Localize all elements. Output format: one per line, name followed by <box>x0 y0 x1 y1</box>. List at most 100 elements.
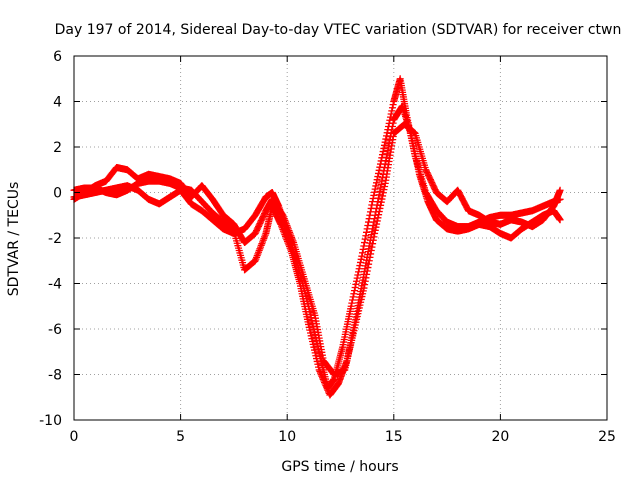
data-point <box>388 123 396 131</box>
data-point <box>354 271 362 279</box>
x-tick-label: 25 <box>598 429 616 445</box>
data-point <box>318 372 326 380</box>
data-point <box>364 264 372 272</box>
data-point <box>363 270 371 278</box>
data-point <box>365 257 373 265</box>
data-point <box>380 141 388 149</box>
data-point <box>354 268 362 276</box>
data-point <box>362 232 370 240</box>
data-point <box>352 277 360 285</box>
data-point <box>379 148 387 156</box>
data-points <box>70 75 564 399</box>
series-track-c <box>70 120 564 378</box>
data-point <box>361 235 369 243</box>
data-point <box>350 290 358 298</box>
data-point <box>322 382 330 390</box>
data-point <box>369 236 377 244</box>
data-point <box>360 284 368 292</box>
x-tick-label: 5 <box>176 429 185 445</box>
data-point <box>319 375 327 383</box>
data-point <box>323 383 331 391</box>
y-tick-label: 0 <box>53 186 62 202</box>
data-point <box>349 293 357 301</box>
x-tick-label: 20 <box>491 429 509 445</box>
data-point <box>369 240 377 248</box>
data-point <box>370 233 378 241</box>
x-tick-label: 15 <box>385 429 403 445</box>
y-tick-label: -6 <box>48 322 62 338</box>
data-point <box>355 265 363 273</box>
data-point <box>373 176 381 184</box>
y-tick-label: -8 <box>48 368 62 384</box>
data-point <box>371 185 379 193</box>
y-tick-label: 2 <box>53 140 62 156</box>
data-point <box>320 377 328 385</box>
data-point <box>388 104 396 112</box>
data-point <box>381 183 389 191</box>
data-point <box>323 385 331 393</box>
data-point <box>372 182 380 190</box>
data-point <box>376 204 384 212</box>
y-tick-label: 4 <box>53 95 62 111</box>
data-point <box>361 281 369 289</box>
axis-ticks: 0 5 10 15 20 25 -10 -8 -6 -4 -2 0 2 4 6 <box>39 49 616 445</box>
data-point <box>317 369 325 377</box>
y-tick-label: -2 <box>48 231 62 247</box>
x-tick-label: 10 <box>278 429 296 445</box>
data-point <box>366 253 374 261</box>
data-point <box>367 250 375 258</box>
data-point <box>380 144 388 152</box>
data-point <box>374 194 382 202</box>
data-point <box>381 138 389 146</box>
data-point <box>350 287 358 295</box>
data-point <box>378 151 386 159</box>
data-point <box>317 371 325 379</box>
data-point <box>370 188 378 196</box>
y-tick-label: -4 <box>48 277 62 293</box>
data-point <box>382 157 390 165</box>
data-point <box>347 302 355 310</box>
data-point <box>358 252 366 260</box>
data-point <box>374 169 382 177</box>
data-point <box>374 173 382 181</box>
data-point <box>372 179 380 187</box>
data-point <box>353 274 361 282</box>
data-point <box>382 153 390 161</box>
data-point <box>382 135 390 143</box>
y-axis-label: SDTVAR / TECUs <box>6 182 22 297</box>
data-point <box>378 195 386 203</box>
data-point <box>387 110 395 118</box>
data-point <box>375 208 383 216</box>
data-point <box>556 216 564 224</box>
data-point <box>389 119 397 127</box>
data-point <box>365 260 373 268</box>
chart-title: Day 197 of 2014, Sidereal Day-to-day VTE… <box>55 22 622 38</box>
data-point <box>372 223 380 231</box>
data-point <box>371 229 379 237</box>
data-point <box>351 283 359 291</box>
data-point <box>321 378 329 386</box>
data-point <box>376 187 384 195</box>
data-point <box>388 107 396 115</box>
data-point <box>373 220 381 228</box>
data-point <box>357 255 365 263</box>
data-point <box>367 247 375 255</box>
data-point <box>375 211 383 219</box>
data-point <box>380 186 388 194</box>
data-point <box>316 368 324 376</box>
data-point <box>373 217 381 225</box>
data-point <box>348 296 356 304</box>
data-point <box>377 198 385 206</box>
data-point <box>319 374 327 382</box>
data-point <box>361 277 369 285</box>
x-axis-label: GPS time / hours <box>281 459 398 475</box>
data-point <box>371 226 379 234</box>
data-point <box>382 132 390 140</box>
data-point <box>379 189 387 197</box>
data-point <box>321 380 329 388</box>
data-point <box>368 243 376 251</box>
data-point <box>374 214 382 222</box>
data-point <box>379 192 387 200</box>
y-tick-label: 6 <box>53 49 62 65</box>
